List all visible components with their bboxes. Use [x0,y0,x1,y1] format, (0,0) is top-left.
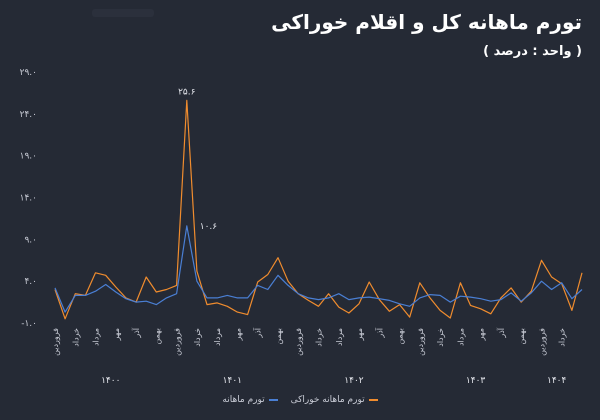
y-tick-label: -۱.۰ [21,319,37,329]
x-tick-label: آذر [253,327,263,338]
x-tick-label: مهر [355,328,364,341]
series-line-food [54,99,583,320]
y-tick-label: ۲۴.۰ [20,110,37,120]
data-label: ۲۵.۶ [178,87,196,97]
year-label: ۱۴۰۴ [547,376,567,386]
watermark-logo [92,9,154,17]
x-tick-label: آذر [496,327,506,338]
x-tick-label: آذر [374,327,384,338]
legend-swatch-food [368,399,378,401]
x-tick-label: مهر [112,328,121,341]
x-tick-label: فروردین [416,328,425,356]
y-tick-label: ۱۹.۰ [20,152,37,162]
x-tick-label: مرداد [92,328,101,346]
x-tick-label: خرداد [558,328,567,347]
x-tick-label: خرداد [71,328,80,347]
x-tick-label: خرداد [193,328,202,347]
x-tick-label: خرداد [436,328,445,347]
chart-title: تورم ماهانه کل و اقلام خوراکی [271,10,582,34]
y-tick-label: ۹.۰ [24,235,37,245]
year-label: ۱۴۰۳ [466,376,486,386]
year-label: ۱۴۰۲ [344,376,364,386]
x-tick-label: مرداد [213,328,222,346]
x-tick-label: فروردین [537,328,546,356]
chart-legend: تورم ماهانه خوراکی تورم ماهانه [0,394,600,405]
x-tick-label: خرداد [315,328,324,347]
legend-item-food[interactable]: تورم ماهانه خوراکی [291,395,378,405]
year-label: ۱۴۰۰ [101,376,120,386]
x-tick-label: بهمن [517,328,526,345]
year-label: ۱۴۰۱ [223,376,242,386]
x-tick-label: مرداد [456,328,465,346]
legend-item-total[interactable]: تورم ماهانه [222,395,278,405]
data-label: ۱۰.۶ [200,222,218,232]
x-tick-label: مرداد [335,328,344,346]
legend-label-food: تورم ماهانه خوراکی [290,395,365,405]
x-tick-label: فروردین [51,328,60,356]
x-tick-label: بهمن [152,328,161,345]
y-tick-label: ۲۹.۰ [20,68,37,78]
x-tick-label: مهر [477,328,486,341]
legend-label-total: تورم ماهانه [222,395,265,405]
chart-subtitle: ( واحد : درصد ) [483,44,582,59]
x-tick-label: بهمن [396,328,405,345]
y-tick-label: ۴.۰ [24,277,37,287]
x-tick-label: فروردین [294,328,303,356]
x-tick-label: آذر [131,327,141,338]
legend-swatch-total [268,399,278,401]
x-tick-label: فروردین [173,328,182,356]
x-tick-label: مهر [233,328,242,341]
y-tick-label: ۱۴.۰ [20,194,37,204]
x-tick-label: بهمن [274,328,283,345]
series-line-total [54,225,583,313]
